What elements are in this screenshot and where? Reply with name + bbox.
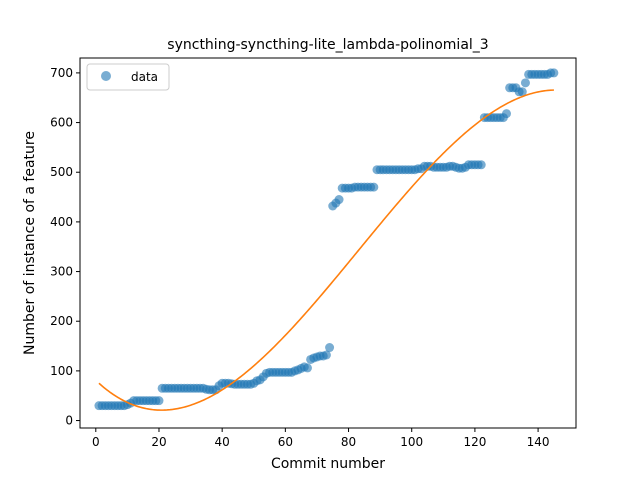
x-axis: 0 20 40 60 80 100 120 140 (92, 428, 550, 449)
legend-box (86, 63, 170, 91)
y-tick-label: 500 (50, 165, 73, 179)
data-point (321, 350, 331, 360)
x-tick-label: 60 (278, 435, 293, 449)
fit-line (98, 89, 554, 411)
legend-data-label: data (131, 70, 158, 84)
y-tick-label: 700 (50, 66, 73, 80)
plot-frame (79, 57, 577, 429)
plot-area (94, 68, 559, 411)
data-point (549, 68, 559, 78)
data-point (501, 109, 511, 119)
y-tick-label: 200 (50, 314, 73, 328)
legend-data-marker (101, 71, 111, 81)
y-tick-label: 0 (65, 414, 73, 428)
data-point (302, 363, 312, 373)
data-point (369, 182, 379, 192)
x-tick-label: 120 (463, 435, 486, 449)
y-axis-label: Number of instance of a feature (22, 131, 38, 355)
data-point (325, 343, 335, 353)
x-axis-label: Commit number (271, 456, 385, 472)
x-tick-label: 0 (92, 435, 100, 449)
y-tick-label: 100 (50, 364, 73, 378)
y-tick-label: 300 (50, 265, 73, 279)
chart-title: syncthing-syncthing-lite_lambda-polinomi… (167, 37, 488, 53)
data-point (517, 87, 527, 97)
x-tick-label: 20 (151, 435, 166, 449)
y-tick-label: 400 (50, 215, 73, 229)
data-point (476, 160, 486, 170)
x-tick-label: 40 (215, 435, 230, 449)
y-tick-label: 600 (50, 116, 73, 130)
x-tick-label: 80 (341, 435, 356, 449)
x-tick-label: 140 (527, 435, 550, 449)
data-point (334, 195, 344, 205)
legend: data (86, 63, 170, 91)
y-axis: 0 100 200 300 400 500 600 700 (50, 66, 80, 428)
data-point (154, 396, 164, 406)
x-tick-label: 100 (400, 435, 423, 449)
data-point (520, 78, 530, 88)
